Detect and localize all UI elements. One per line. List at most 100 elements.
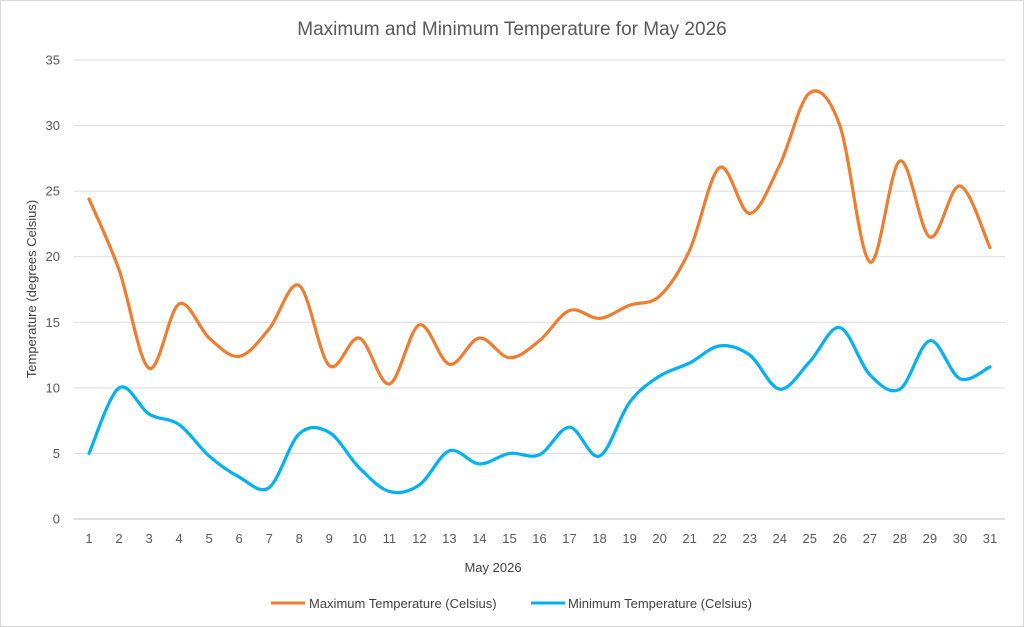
x-tick-label: 9 (326, 531, 333, 546)
series-line-min (87, 325, 992, 495)
data-point-max (207, 336, 211, 340)
y-tick-label: 35 (46, 53, 60, 68)
x-tick-label: 3 (145, 531, 152, 546)
series-lines (87, 89, 992, 495)
y-axis-ticks: 0 5 10 15 20 25 30 35 (46, 53, 60, 527)
data-point-max (838, 124, 842, 128)
data-point-min (87, 451, 91, 455)
data-point-min (538, 453, 542, 457)
data-point-min (688, 361, 692, 365)
data-point-min (898, 387, 902, 391)
data-point-max (748, 211, 752, 215)
x-tick-label: 24 (773, 531, 787, 546)
data-point-min (447, 449, 451, 453)
chart-title: Maximum and Minimum Temperature for May … (297, 19, 726, 40)
data-point-min (477, 462, 481, 466)
x-axis-label: May 2026 (464, 560, 521, 575)
data-point-min (357, 466, 361, 470)
legend: Maximum Temperature (Celsius) Minimum Te… (271, 596, 752, 611)
x-tick-label: 14 (472, 531, 486, 546)
x-tick-label: 16 (532, 531, 546, 546)
y-axis-label: Temperature (degrees Celsius) (24, 200, 39, 378)
data-point-min (387, 489, 391, 493)
y-tick-label: 15 (46, 315, 60, 330)
data-point-max (778, 163, 782, 167)
data-point-min (598, 454, 602, 458)
data-point-max (297, 284, 301, 288)
y-tick-label: 30 (46, 118, 60, 133)
x-tick-label: 1 (85, 531, 92, 546)
legend-label-max: Maximum Temperature (Celsius) (309, 596, 497, 611)
x-tick-label: 8 (296, 531, 303, 546)
series-line-max (87, 89, 992, 386)
data-point-min (207, 454, 211, 458)
data-point-max (327, 364, 331, 368)
x-tick-label: 20 (652, 531, 666, 546)
data-point-min (177, 423, 181, 427)
data-point-max (387, 382, 391, 386)
data-point-max (87, 197, 91, 201)
data-point-max (177, 302, 181, 306)
data-point-min (327, 430, 331, 434)
x-tick-label: 17 (562, 531, 576, 546)
x-tick-label: 25 (803, 531, 817, 546)
x-tick-label: 12 (412, 531, 426, 546)
data-point-max (538, 339, 542, 343)
data-point-min (958, 377, 962, 381)
data-point-max (568, 308, 572, 312)
data-point-min (417, 483, 421, 487)
data-point-max (447, 362, 451, 366)
x-tick-label: 15 (502, 531, 516, 546)
data-point-min (117, 386, 121, 390)
data-point-max (688, 248, 692, 252)
data-point-min (928, 339, 932, 343)
x-tick-label: 4 (175, 531, 182, 546)
data-point-min (507, 451, 511, 455)
y-tick-label: 20 (46, 249, 60, 264)
x-tick-label: 23 (742, 531, 756, 546)
data-point-max (507, 356, 511, 360)
x-tick-label: 21 (682, 531, 696, 546)
x-tick-label: 7 (266, 531, 273, 546)
data-point-max (267, 327, 271, 331)
data-point-max (658, 294, 662, 298)
data-point-max (868, 260, 872, 264)
x-tick-label: 22 (712, 531, 726, 546)
data-point-min (147, 412, 151, 416)
x-tick-label: 2 (115, 531, 122, 546)
x-tick-label: 5 (206, 531, 213, 546)
data-point-min (868, 373, 872, 377)
x-tick-label: 19 (622, 531, 636, 546)
data-point-max (958, 184, 962, 188)
data-point-min (748, 353, 752, 357)
x-tick-label: 31 (983, 531, 997, 546)
y-tick-label: 10 (46, 380, 60, 395)
x-tick-label: 27 (863, 531, 877, 546)
data-point-max (237, 354, 241, 358)
x-tick-label: 13 (442, 531, 456, 546)
y-tick-label: 5 (53, 446, 60, 461)
data-point-max (147, 366, 151, 370)
data-point-max (357, 336, 361, 340)
legend-label-min: Minimum Temperature (Celsius) (568, 596, 752, 611)
data-point-min (267, 486, 271, 490)
data-point-max (477, 336, 481, 340)
data-point-max (417, 323, 421, 327)
data-point-min (658, 374, 662, 378)
data-point-max (598, 316, 602, 320)
x-axis-ticks: 1 2 3 4 5 6 7 8 9 10 11 12 13 14 15 16 17 18 19 20 21 22 23 24 2… (85, 531, 997, 546)
data-point-max (718, 166, 722, 170)
x-tick-label: 6 (236, 531, 243, 546)
data-point-max (808, 91, 812, 95)
x-tick-label: 29 (923, 531, 937, 546)
x-tick-label: 28 (893, 531, 907, 546)
data-point-min (838, 326, 842, 330)
y-tick-label: 25 (46, 184, 60, 199)
data-point-min (778, 387, 782, 391)
x-tick-label: 26 (833, 531, 847, 546)
data-point-max (898, 159, 902, 163)
data-point-min (568, 425, 572, 429)
gridlines (74, 59, 1005, 520)
